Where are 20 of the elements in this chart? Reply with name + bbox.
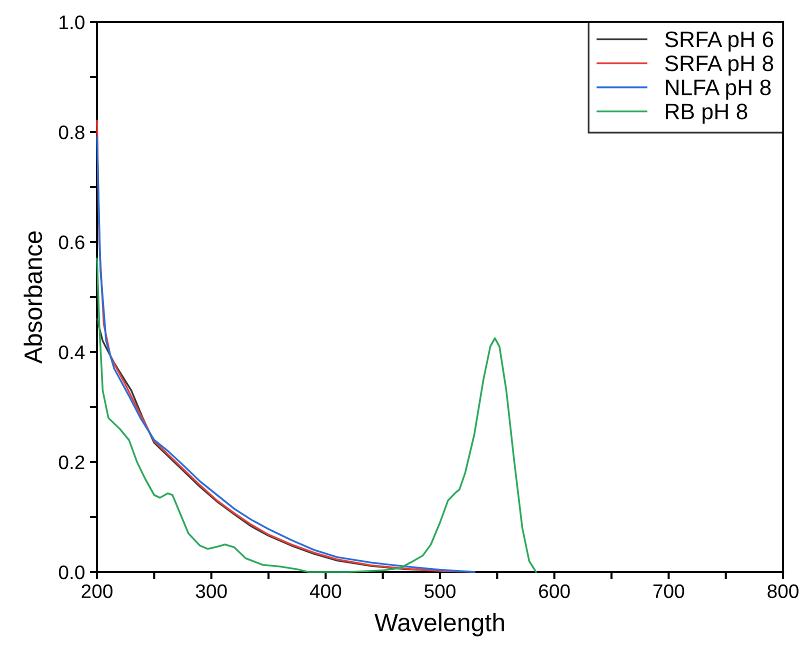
y-tick-label: 1.0 (60, 15, 84, 30)
x-tick-label: 200 (82, 584, 112, 598)
x-tick-label: 400 (310, 584, 342, 598)
x-tick-label: 500 (424, 584, 456, 598)
y-tick-label: 0.6 (58, 235, 84, 250)
y-axis-title: Absorbance (24, 231, 42, 364)
x-tick-label: 800 (768, 584, 798, 598)
legend-label: RB pH 8 (666, 104, 748, 124)
x-tick-label: 700 (653, 584, 684, 598)
y-tick-label: 0.2 (58, 455, 84, 470)
y-tick-label: 0.4 (58, 345, 85, 360)
legend-label: NLFA pH 8 (666, 80, 771, 100)
x-axis-title: Wavelength (374, 613, 504, 636)
legend-label: SRFA pH 6 (665, 31, 774, 52)
x-tick-label: 600 (539, 584, 570, 598)
y-tick-label: 0.0 (58, 565, 84, 580)
y-tick-label: 0.8 (58, 125, 84, 140)
x-tick-label: 300 (196, 584, 227, 598)
legend-label: SRFA pH 8 (665, 56, 774, 76)
line-series (96, 258, 537, 573)
